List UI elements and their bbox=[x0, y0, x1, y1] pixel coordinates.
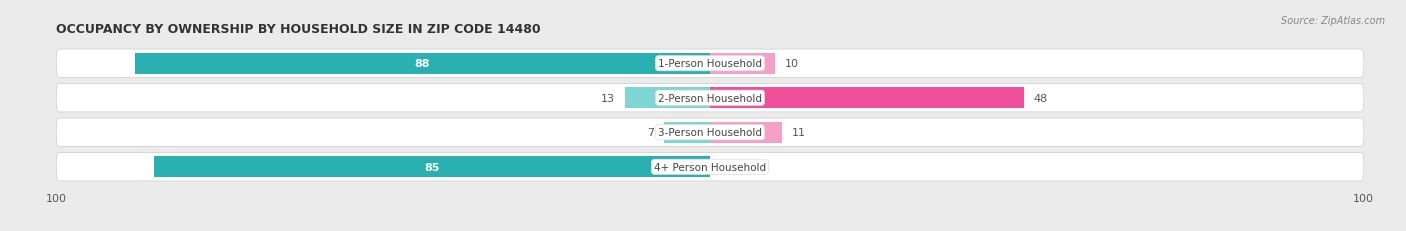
Text: 1-Person Household: 1-Person Household bbox=[658, 59, 762, 69]
Bar bbox=[155, 156, 710, 178]
Text: 13: 13 bbox=[602, 93, 616, 103]
Bar bbox=[664, 122, 710, 143]
Text: 85: 85 bbox=[425, 162, 440, 172]
Bar bbox=[135, 53, 710, 75]
Text: 48: 48 bbox=[1033, 93, 1047, 103]
Bar bbox=[710, 122, 782, 143]
Bar bbox=[626, 88, 710, 109]
FancyBboxPatch shape bbox=[56, 84, 1364, 112]
Text: 10: 10 bbox=[785, 59, 799, 69]
Text: Source: ZipAtlas.com: Source: ZipAtlas.com bbox=[1281, 16, 1385, 26]
Text: OCCUPANCY BY OWNERSHIP BY HOUSEHOLD SIZE IN ZIP CODE 14480: OCCUPANCY BY OWNERSHIP BY HOUSEHOLD SIZE… bbox=[56, 23, 541, 36]
Bar bbox=[710, 53, 776, 75]
FancyBboxPatch shape bbox=[56, 50, 1364, 78]
Text: 4+ Person Household: 4+ Person Household bbox=[654, 162, 766, 172]
Text: 7: 7 bbox=[647, 128, 654, 138]
Text: 11: 11 bbox=[792, 128, 806, 138]
Bar bbox=[710, 88, 1024, 109]
Text: 0: 0 bbox=[720, 162, 727, 172]
FancyBboxPatch shape bbox=[56, 119, 1364, 147]
FancyBboxPatch shape bbox=[56, 153, 1364, 181]
Text: 88: 88 bbox=[415, 59, 430, 69]
Text: 2-Person Household: 2-Person Household bbox=[658, 93, 762, 103]
Text: 3-Person Household: 3-Person Household bbox=[658, 128, 762, 138]
